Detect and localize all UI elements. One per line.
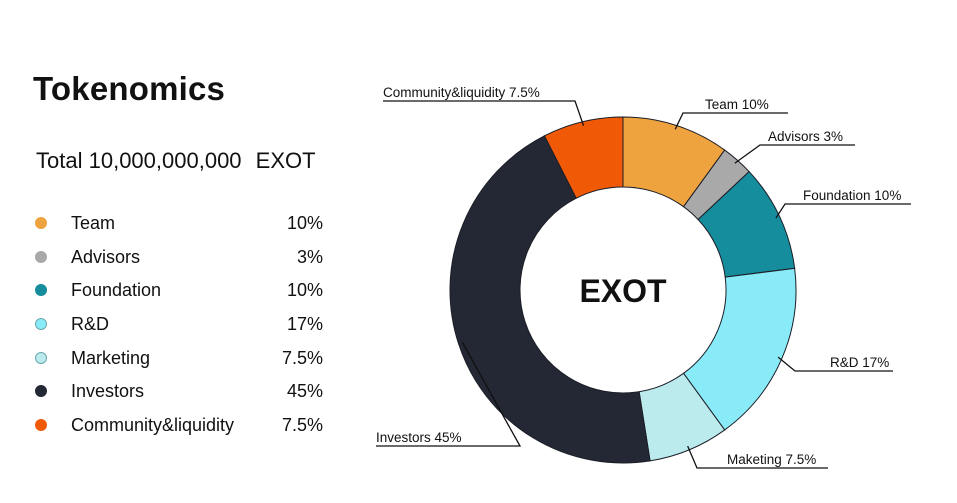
legend-dot	[35, 318, 47, 331]
legend-label: Investors	[71, 381, 145, 402]
legend-label: R&D	[71, 314, 110, 335]
legend-item-team: Team 10%	[33, 207, 323, 241]
legend: Team 10% Advisors 3% Foundation 10% R&D 17% …	[33, 207, 323, 443]
legend-dot	[35, 284, 47, 297]
legend-item-community: Community&liquidity 7.5%	[33, 409, 323, 443]
legend-dot	[35, 250, 47, 263]
legend-item-marketing: Marketing 7.5%	[33, 342, 323, 376]
slice-label-advisors: Advisors 3%	[768, 129, 843, 144]
total-unit: EXOT	[255, 148, 316, 173]
legend-value: 10%	[286, 280, 323, 301]
leader-line-marketing	[687, 445, 828, 469]
slice-label-team: Team 10%	[705, 97, 769, 112]
leader-line-rd	[777, 356, 893, 372]
leader-line-foundation	[775, 203, 911, 219]
slice-label-marketing: Maketing 7.5%	[727, 452, 816, 467]
legend-label: Community&liquidity	[71, 415, 235, 436]
legend-dot	[35, 351, 47, 364]
legend-dot	[35, 217, 47, 229]
legend-item-investors: Investors 45%	[33, 375, 323, 409]
legend-item-advisors: Advisors 3%	[33, 241, 323, 275]
legend-value: 7.5%	[281, 415, 323, 436]
page-title: Tokenomics	[33, 70, 226, 107]
total-amount: 10,000,000,000	[88, 148, 242, 173]
legend-label: Team	[71, 213, 116, 233]
legend-label: Advisors	[71, 246, 141, 267]
leader-line-advisors	[734, 144, 855, 164]
slice-label-leaders: Team 10% Advisors 3% Foundation 10% R&D 17%…	[376, 85, 911, 469]
slice-label-foundation: Foundation 10%	[803, 188, 901, 203]
legend-value: 45%	[286, 381, 323, 402]
legend-value: 7.5%	[281, 347, 323, 368]
legend-dot	[35, 419, 47, 432]
slice-label-investors: Investors 45%	[376, 430, 462, 445]
legend-label: Marketing	[71, 347, 151, 368]
total-label: Total	[36, 148, 83, 173]
legend-item-rd: R&D 17%	[33, 308, 323, 342]
slice-investors	[449, 135, 651, 464]
leader-line-team	[674, 112, 788, 130]
chart-center-title: EXOT	[579, 273, 667, 309]
slice-label-rd: R&D 17%	[830, 355, 889, 370]
legend-item-foundation: Foundation 10%	[33, 274, 323, 308]
legend-dot	[35, 385, 47, 398]
total-supply: Total 10,000,000,000 EXOT	[36, 148, 316, 174]
donut-slices	[449, 116, 797, 464]
slice-community	[543, 116, 624, 199]
leader-line-community	[383, 100, 585, 126]
leader-line-investors	[376, 341, 522, 447]
legend-value: 3%	[296, 246, 323, 267]
legend-value: 17%	[286, 314, 323, 335]
legend-label: Foundation	[71, 280, 162, 301]
legend-value: 10%	[286, 213, 323, 233]
slice-label-community: Community&liquidity 7.5%	[383, 85, 540, 100]
